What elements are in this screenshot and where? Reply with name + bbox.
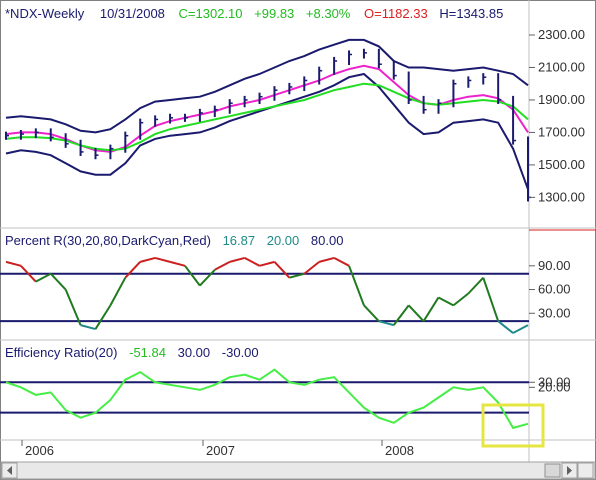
percent-r-tick-label: 90.00: [538, 258, 571, 273]
x-tick-label: 2006: [25, 443, 54, 458]
percent-r-value: 16.87: [223, 233, 256, 248]
er-line: [5, 368, 529, 430]
percent-r-segment: [407, 304, 425, 322]
er-name: Efficiency Ratio(20): [5, 345, 117, 360]
price-tick-label: 2100.00: [538, 59, 585, 74]
percent-r-segment: [438, 296, 454, 307]
header-label: *NDX-Weekly 10/31/2008 C=1302.10 +99.83 …: [5, 6, 503, 21]
percent-r-segment: [20, 265, 37, 283]
percent-r-segment: [80, 324, 96, 331]
er-upper: 30.00: [178, 345, 211, 360]
header-high: H=1343.85: [439, 6, 503, 21]
percent-r-segment: [259, 260, 275, 267]
er-tick-label: 20.00: [538, 379, 571, 394]
x-tick-label: 2008: [385, 443, 414, 458]
percent-r-name: Percent R(30,20,80,DarkCyan,Red): [5, 233, 211, 248]
percent-r-segment: [184, 265, 201, 287]
percent-r-segment: [392, 304, 410, 326]
percent-r-segment: [363, 304, 380, 322]
header-change: +99.83: [254, 6, 294, 21]
percent-r-segment: [512, 324, 529, 334]
percent-r-tick-label: 30.00: [538, 305, 571, 320]
percent-r-segment: [64, 289, 82, 326]
percent-r-segment: [289, 272, 305, 279]
percent-r-segment: [378, 320, 395, 327]
x-axis-ticks: 2006 2007 2008: [21, 440, 414, 458]
percent-r-segment: [124, 261, 141, 279]
er-lower: -30.00: [222, 345, 259, 360]
scrollbar-track[interactable]: [0, 461, 596, 480]
scrollbar-thumb[interactable]: [544, 463, 561, 478]
horizontal-scrollbar[interactable]: [0, 461, 596, 480]
efficiency-ratio-panel: [0, 368, 529, 430]
percent-r-segment: [35, 272, 52, 283]
header-pct: +8.30%: [306, 6, 351, 21]
percent-r-segment: [482, 277, 500, 322]
percent-r-segment: [348, 265, 365, 306]
x-tick-label: 2007: [206, 443, 235, 458]
header-close: C=1302.10: [179, 6, 243, 21]
percent-r-segment: [229, 256, 245, 263]
percent-r-segment: [50, 273, 67, 291]
percent-r-panel: [0, 256, 529, 334]
percent-r-segment: [169, 260, 186, 267]
percent-r-segment: [497, 320, 514, 334]
percent-r-segment: [303, 261, 320, 275]
er-tick-label: 30.00: [538, 374, 571, 389]
percent-r-segment: [139, 256, 156, 263]
percent-r-segment: [452, 292, 469, 307]
percent-r-segment: [333, 257, 350, 267]
scroll-end-button[interactable]: [577, 462, 594, 479]
percent-r-high: 80.00: [311, 233, 344, 248]
price-tick-label: 1700.00: [538, 124, 585, 139]
er-label: Efficiency Ratio(20) -51.84 30.00 -30.00: [5, 345, 259, 360]
header-open: O=1182.33: [364, 6, 428, 21]
percent-r-segment: [422, 296, 440, 322]
green-ma-line: [5, 82, 529, 152]
percent-r-segment: [154, 256, 171, 263]
upper-band-line: [5, 38, 529, 134]
percent-r-segment: [94, 304, 112, 330]
highlight-box: [481, 403, 545, 448]
header-date: 10/31/2008: [100, 6, 165, 21]
price-tick-label: 1900.00: [538, 92, 585, 107]
percent-r-segment: [244, 257, 261, 267]
scroll-right-arrow-icon: [567, 466, 572, 475]
price-tick-label: 2300.00: [538, 27, 585, 42]
percent-r-segment: [214, 260, 231, 271]
percent-r-segment: [5, 260, 22, 267]
percent-r-segment: [467, 276, 484, 295]
price-panel: [5, 38, 531, 202]
price-tick-label: 1300.00: [538, 189, 585, 204]
percent-r-low: 20.00: [267, 233, 300, 248]
percent-r-label: Percent R(30,20,80,DarkCyan,Red) 16.87 2…: [5, 233, 343, 248]
percent-r-segment: [109, 277, 127, 306]
header-symbol: *NDX-Weekly: [5, 6, 85, 21]
y-axis-ticks: 2300.00 2100.00 1900.00 1700.00 1500.00 1300.…: [529, 27, 596, 394]
percent-r-segment: [273, 261, 291, 279]
price-tick-label: 1500.00: [538, 157, 585, 172]
percent-r-segment: [318, 256, 335, 263]
er-value: -51.84: [129, 345, 166, 360]
percent-r-segment: [199, 269, 216, 287]
percent-r-tick-label: 60.00: [538, 282, 571, 297]
scroll-left-arrow-icon: [7, 466, 12, 475]
